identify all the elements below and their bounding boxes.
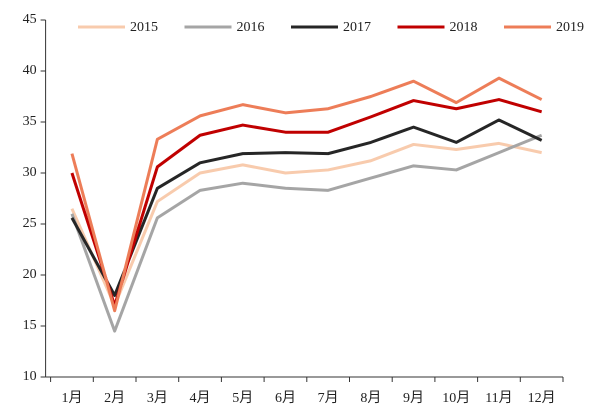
x-tick-label: 9月 [403,390,424,406]
y-tick-label: 20 [23,267,37,282]
y-tick-label: 35 [23,114,37,129]
series-line [70,141,542,308]
y-tick-label: 45 [23,12,37,27]
series-line [70,133,543,333]
legend-label: 2017 [343,20,371,35]
y-tick-label: 10 [23,369,37,384]
x-tick-label: 12月 [528,390,556,406]
x-tick-label: 7月 [318,390,339,406]
legend-label: 2019 [556,20,584,35]
legend-label: 2016 [237,20,265,35]
series-line [70,76,543,313]
y-tick-label: 25 [23,216,37,231]
x-tick-label: 1月 [61,390,82,406]
x-tick-label: 4月 [190,390,211,406]
x-tick-label: 8月 [360,390,381,406]
x-tick-label: 10月 [442,390,470,406]
legend-label: 2015 [130,20,158,35]
series-line [70,118,543,297]
series-line [70,98,543,308]
x-tick-label: 5月 [232,390,253,406]
y-tick-label: 30 [23,165,37,180]
x-tick-label: 6月 [275,390,296,406]
y-tick-label: 40 [23,63,37,78]
y-tick-label: 15 [23,318,37,333]
legend-label: 2018 [450,20,478,35]
x-tick-label: 3月 [147,390,168,406]
x-tick-label: 11月 [485,390,512,406]
x-tick-label: 2月 [104,390,125,406]
